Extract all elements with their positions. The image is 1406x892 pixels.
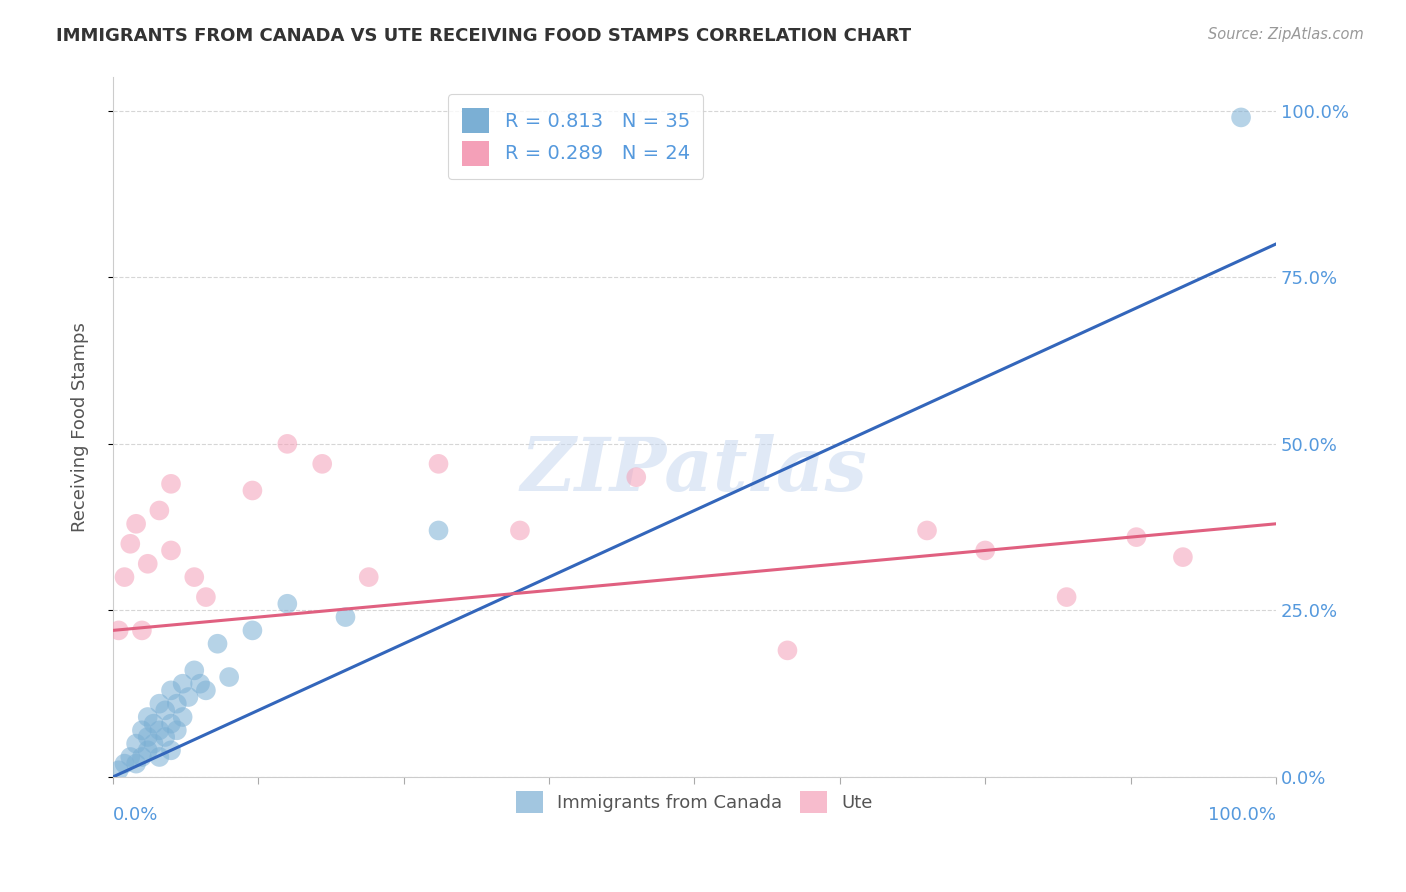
Point [153,730,176,744]
Point [357,570,380,584]
Point [276,597,298,611]
Point [427,524,450,538]
Point [1171,550,1194,565]
Point [177,690,200,704]
Point [114,756,136,771]
Point [335,610,357,624]
Point [1056,590,1078,604]
Point [136,730,159,744]
Point [125,737,148,751]
Point [107,764,129,778]
Point [107,624,129,638]
Point [125,756,148,771]
Point [1125,530,1147,544]
Point [776,643,799,657]
Point [194,683,217,698]
Y-axis label: Receiving Food Stamps: Receiving Food Stamps [72,322,89,533]
Point [915,524,938,538]
Point [188,676,211,690]
Point [131,750,153,764]
Point [148,697,170,711]
Point [160,716,183,731]
Point [160,743,183,757]
Point [207,637,229,651]
Point [1230,111,1253,125]
Point [142,716,165,731]
Point [131,723,153,738]
Text: 100.0%: 100.0% [1208,806,1277,824]
Point [160,683,183,698]
Point [311,457,333,471]
Point [148,750,170,764]
Point [183,570,205,584]
Point [166,723,188,738]
Point [125,516,148,531]
Point [148,723,170,738]
Point [242,483,264,498]
Point [160,476,183,491]
Point [120,537,142,551]
Point [153,703,176,717]
Text: IMMIGRANTS FROM CANADA VS UTE RECEIVING FOOD STAMPS CORRELATION CHART: IMMIGRANTS FROM CANADA VS UTE RECEIVING … [56,27,911,45]
Point [218,670,240,684]
Point [148,503,170,517]
Point [194,590,217,604]
Point [136,743,159,757]
Point [183,664,205,678]
Point [166,697,188,711]
Text: ZIPatlas: ZIPatlas [522,434,868,507]
Point [172,676,194,690]
Point [276,437,298,451]
Point [509,524,531,538]
Point [172,710,194,724]
Text: 0.0%: 0.0% [112,806,159,824]
Point [242,624,264,638]
Point [160,543,183,558]
Point [120,750,142,764]
Legend: Immigrants from Canada, Ute: Immigrants from Canada, Ute [509,784,880,821]
Point [626,470,648,484]
Point [114,570,136,584]
Text: Source: ZipAtlas.com: Source: ZipAtlas.com [1208,27,1364,42]
Point [136,710,159,724]
Point [427,457,450,471]
Point [136,557,159,571]
Point [142,737,165,751]
Point [131,624,153,638]
Point [974,543,997,558]
